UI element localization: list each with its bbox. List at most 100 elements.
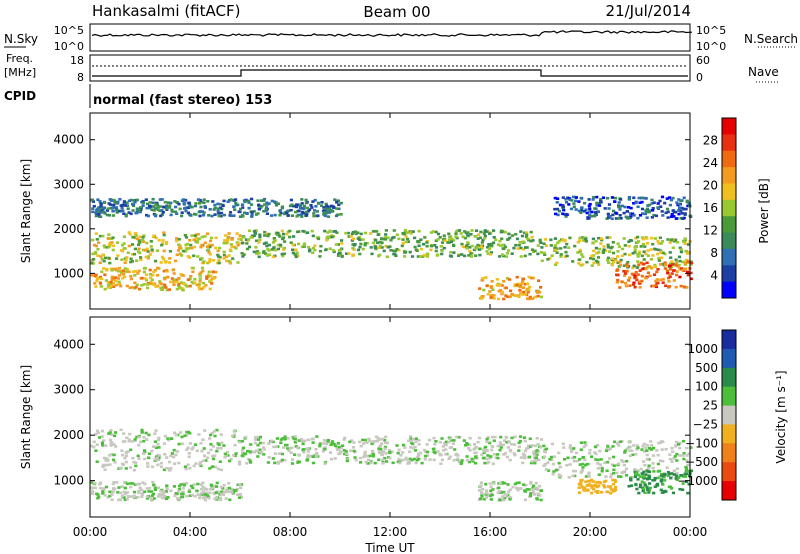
cell <box>635 266 639 269</box>
cell <box>668 457 672 461</box>
cell <box>180 286 184 290</box>
cell <box>226 487 230 490</box>
cell <box>486 230 490 233</box>
cell <box>135 283 139 287</box>
cell <box>587 471 591 475</box>
cell <box>198 496 202 500</box>
cell <box>145 286 150 290</box>
cell <box>145 495 149 498</box>
cell <box>263 234 267 237</box>
freq-left-tick-bottom: 8 <box>77 71 84 84</box>
cell <box>128 286 132 289</box>
cell <box>514 243 518 247</box>
cell <box>661 251 665 255</box>
cell <box>659 242 663 245</box>
cell <box>403 229 408 232</box>
cell <box>263 203 267 206</box>
cell <box>364 460 368 464</box>
cell <box>633 468 637 471</box>
cell <box>535 291 540 294</box>
cell <box>202 454 207 458</box>
cell <box>485 496 489 499</box>
cell <box>167 438 171 442</box>
cell <box>661 281 665 284</box>
cell <box>212 277 216 280</box>
cell <box>141 492 145 495</box>
cell <box>257 255 261 259</box>
cell <box>312 212 316 215</box>
freq-right-label: Nave <box>748 65 779 79</box>
cell <box>114 283 118 287</box>
cell <box>201 481 205 485</box>
cell <box>278 243 283 247</box>
cell <box>138 210 142 214</box>
cell <box>631 212 635 216</box>
cell <box>616 250 620 253</box>
cell <box>561 196 565 199</box>
cell <box>274 248 278 252</box>
cell <box>677 476 681 479</box>
cell <box>250 211 254 214</box>
cell <box>230 237 234 241</box>
cell <box>177 497 182 500</box>
cell <box>130 286 134 289</box>
cell <box>351 446 356 449</box>
cell <box>419 247 424 251</box>
cell <box>219 433 223 436</box>
cell <box>278 235 282 238</box>
cell <box>141 481 145 484</box>
cell <box>593 207 597 210</box>
cell <box>623 205 627 209</box>
cell <box>153 486 157 490</box>
cell <box>111 482 115 486</box>
cell <box>223 490 227 494</box>
cell <box>123 481 127 484</box>
cell <box>586 489 590 492</box>
colorbar-swatch <box>722 481 736 501</box>
cell <box>98 483 102 486</box>
cell <box>501 292 505 295</box>
cell <box>352 449 356 453</box>
cell <box>380 241 384 245</box>
cell <box>305 458 310 461</box>
cell <box>160 288 164 291</box>
cell <box>578 258 582 261</box>
cell <box>208 239 213 243</box>
cell <box>106 237 110 240</box>
cell <box>403 446 407 449</box>
cell <box>242 211 247 215</box>
cell <box>351 253 355 257</box>
cell <box>656 239 660 243</box>
cell <box>502 280 506 283</box>
cell <box>480 487 485 491</box>
cell <box>574 208 578 211</box>
noise-right-tick-top: 10^5 <box>696 24 726 37</box>
cell <box>371 452 375 456</box>
cell <box>644 209 648 212</box>
cell <box>315 210 319 213</box>
cell <box>685 199 689 203</box>
cell <box>566 196 570 200</box>
cell <box>584 240 588 243</box>
cell <box>211 200 215 203</box>
cell <box>672 469 676 472</box>
cell <box>257 207 261 211</box>
cell <box>615 442 620 445</box>
cell <box>611 241 615 244</box>
cell <box>141 248 146 252</box>
cell <box>293 253 297 256</box>
cell <box>291 243 295 247</box>
cell <box>507 490 511 493</box>
cell <box>222 213 226 217</box>
cell <box>682 452 686 455</box>
cell <box>620 254 624 258</box>
cell <box>101 253 105 257</box>
cell <box>533 456 537 460</box>
cell <box>196 233 200 236</box>
cell <box>225 259 229 263</box>
cell <box>460 459 464 462</box>
cell <box>129 485 133 489</box>
cell <box>659 488 663 492</box>
cell <box>535 453 539 456</box>
cell <box>661 440 665 444</box>
